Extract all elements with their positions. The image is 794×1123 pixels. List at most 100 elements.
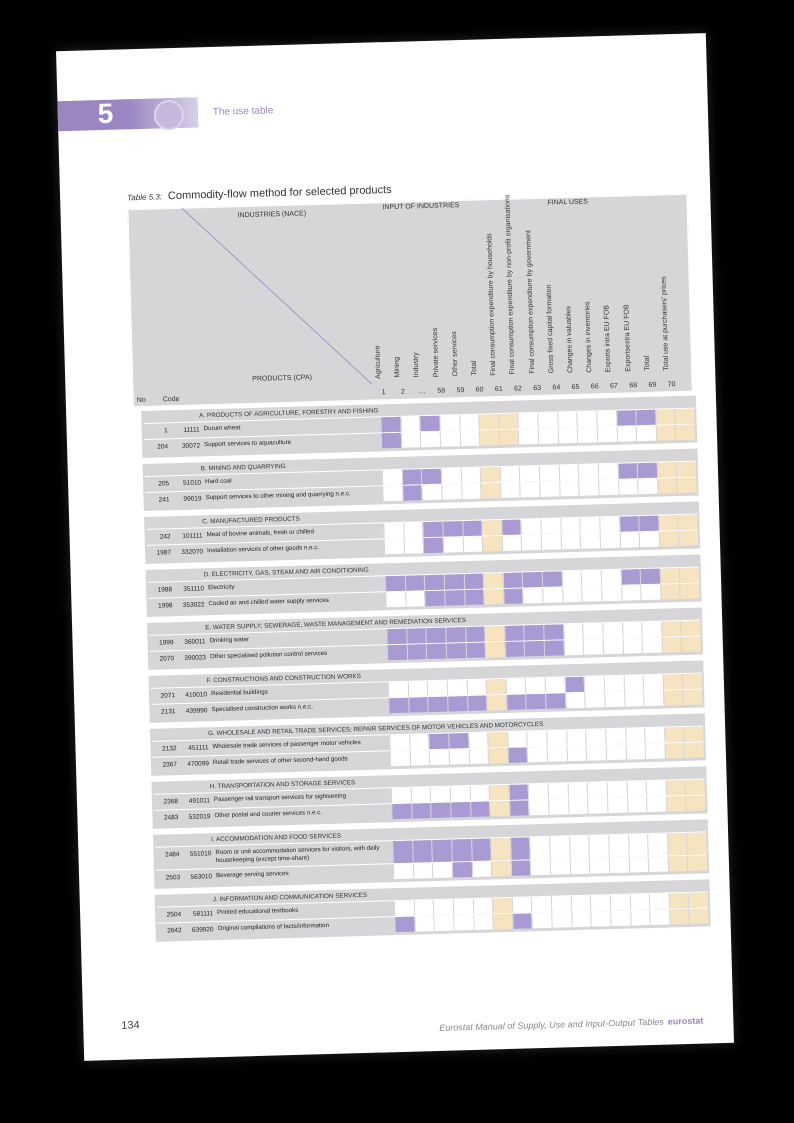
flow-cell-empty (570, 895, 591, 912)
document-page: 5 The use table Table 5.3: Commodity-flow… (56, 33, 734, 1061)
flow-cell-empty (550, 896, 571, 912)
flow-cell-filled (545, 693, 566, 709)
row-number: 2484 (164, 851, 180, 859)
total-cell (685, 795, 706, 811)
row-number: 2483 (163, 814, 179, 822)
flow-cell-filled (541, 571, 562, 587)
flow-cell-filled (510, 860, 531, 876)
total-cell (659, 568, 680, 584)
flow-cell-empty (622, 638, 643, 654)
column-header: Gross fixed capital formation (545, 284, 556, 374)
flow-cell-empty (531, 912, 552, 929)
flow-cell-empty (537, 428, 558, 444)
column-header: Mining (393, 357, 402, 378)
flow-cell-empty (472, 898, 493, 914)
flow-cell-empty (586, 782, 607, 798)
column-number: 58 (437, 387, 446, 395)
flow-cell-empty (610, 910, 631, 927)
product-code: 532019 (188, 813, 211, 821)
row-number: 242 (159, 533, 171, 541)
column-number: 61 (494, 385, 503, 394)
total-cell (480, 483, 501, 499)
flow-cell-empty (579, 533, 600, 549)
flow-cell-empty (569, 858, 590, 875)
flow-cell-empty (499, 466, 520, 483)
flow-cell-empty (528, 799, 549, 816)
table-body: A. PRODUCTS OF AGRICULTURE, FORESTRY AND… (141, 395, 711, 948)
footer-text: Eurostat Manual of Supply, Use and Input… (439, 1016, 664, 1033)
flow-cell-filled (450, 802, 471, 818)
column-number: 63 (533, 384, 542, 393)
row-number: 241 (158, 496, 170, 504)
flow-cell-empty (546, 730, 567, 746)
flow-cell-empty (439, 415, 460, 431)
product-code: 332070 (181, 548, 204, 556)
flow-cell-empty (381, 469, 402, 486)
row-number: 2131 (160, 708, 176, 716)
flow-cell-empty (517, 412, 538, 429)
flow-cell-empty (409, 750, 430, 766)
flow-cell-empty (600, 569, 621, 586)
flow-cell-empty (637, 478, 658, 495)
flow-cell-empty (421, 484, 442, 501)
flow-cell-empty (505, 678, 526, 694)
flow-cell-empty (449, 786, 470, 802)
total-cell (688, 892, 709, 908)
flow-cell-empty (646, 796, 667, 813)
total-cell (668, 892, 689, 909)
flow-cell-filled (523, 624, 544, 641)
flow-cell-empty (428, 749, 449, 766)
flow-cell-empty (399, 416, 421, 432)
flow-cell-empty (647, 856, 668, 873)
flow-cell-empty (544, 677, 565, 693)
flow-cell-empty (501, 535, 522, 552)
total-cell (668, 908, 690, 925)
total-cell (484, 625, 505, 642)
flow-cell-empty (623, 675, 644, 691)
flow-cell-empty (598, 479, 619, 496)
column-number: 60 (475, 386, 484, 394)
total-cell (677, 514, 698, 531)
total-cell (679, 567, 700, 584)
total-cell (482, 573, 503, 589)
flow-cell-empty (585, 745, 606, 761)
flow-cell-filled (406, 644, 427, 660)
flow-cell-filled (428, 733, 449, 750)
total-cell (682, 689, 703, 706)
table-section: D. ELECTRICITY, GAS, STEAM AND AIR CONDI… (145, 554, 702, 617)
product-code: 491011 (188, 797, 211, 805)
row-number: 2132 (161, 745, 177, 753)
flow-cell-empty (644, 727, 665, 744)
flow-cell-filled (386, 628, 407, 645)
table-section: I. ACCOMMODATION AND FOOD SERVICES 2484 55… (152, 819, 710, 889)
flow-cell-empty (582, 623, 603, 639)
table-title: Commodity-flow method for selected produ… (167, 183, 392, 203)
flow-cell-empty (530, 859, 551, 876)
total-cell (686, 832, 707, 855)
column-header: Total (470, 360, 479, 376)
row-number: 2368 (163, 798, 179, 806)
flow-cell-empty (642, 674, 663, 691)
flow-cell-empty (623, 691, 644, 707)
flow-cell-empty (608, 857, 629, 874)
flow-cell-empty (392, 863, 413, 880)
flow-cell-empty (596, 410, 617, 427)
flow-cell-empty (584, 692, 605, 708)
flow-cell-empty (599, 516, 620, 533)
flow-cell-empty (558, 480, 579, 497)
total-cell (679, 583, 700, 600)
flow-cell-filled (543, 624, 564, 640)
flow-cell-empty (439, 431, 460, 447)
column-header: Exportsextra EU FOB (622, 304, 632, 372)
flow-cell-filled (470, 838, 491, 861)
row-number: 2642 (167, 927, 182, 935)
total-cell (667, 855, 688, 872)
total-cell (659, 584, 680, 600)
eurostat-logo: eurostat (667, 1015, 704, 1027)
flow-cell-empty (566, 745, 587, 762)
flow-cell-filled (466, 695, 487, 712)
column-number: 1 (381, 389, 386, 397)
flow-cell-empty (427, 680, 448, 697)
total-cell (688, 908, 709, 924)
flow-cell-empty (519, 465, 540, 482)
